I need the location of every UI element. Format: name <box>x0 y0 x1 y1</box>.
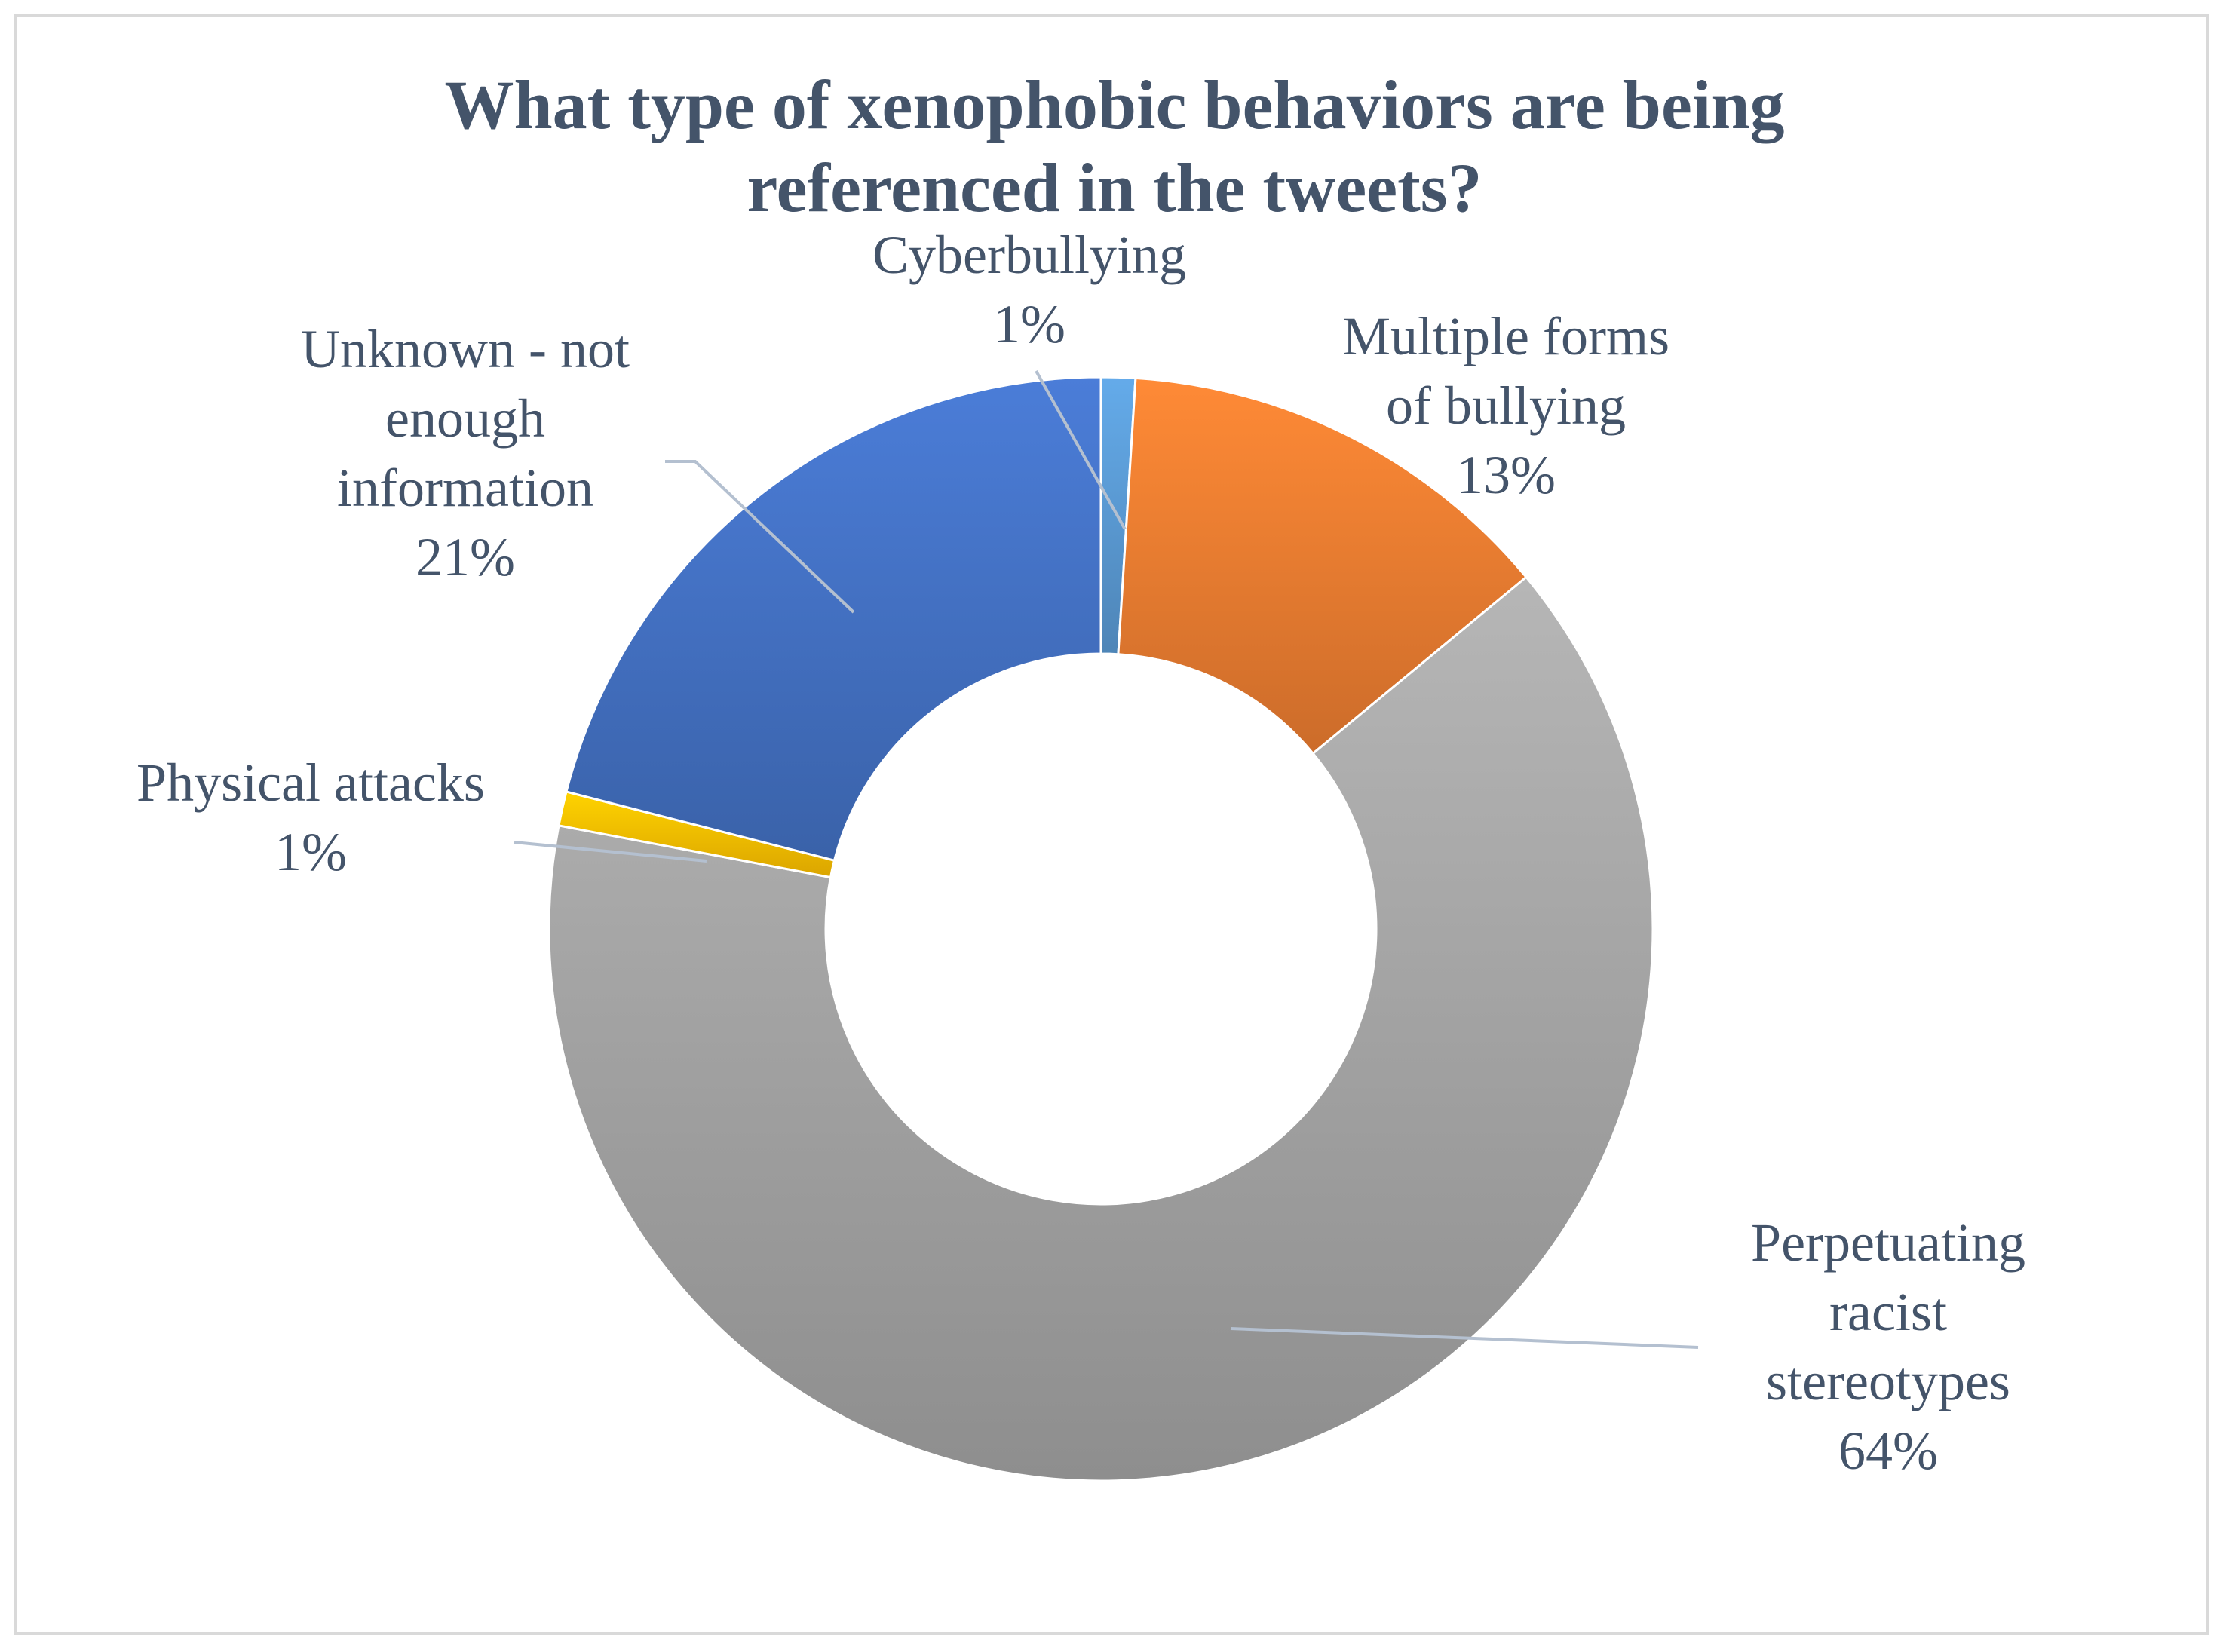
slice-category-label: of bullying <box>1386 375 1626 436</box>
slice-category-label: Cyberbullying <box>872 225 1186 285</box>
data-labels: Cyberbullying 1% Multiple forms of bullying… <box>136 225 2025 1481</box>
leader-line <box>1230 1327 1699 1349</box>
slice-category-label: information <box>337 458 593 518</box>
chart-frame: What type of xenophobic behaviors are be… <box>14 14 2209 1635</box>
chart-title-line-1: What type of xenophobic behaviors are be… <box>444 66 1784 143</box>
doughnut-chart: What type of xenophobic behaviors are be… <box>136 66 2025 1482</box>
leader-line <box>1035 370 1127 530</box>
slice-percent-label: 1% <box>993 294 1065 354</box>
slice-category-label: Unknown - not <box>301 319 630 379</box>
slice-percent-label: 13% <box>1456 445 1556 505</box>
leader-lines <box>514 370 1699 1349</box>
chart-title-line-2: referenced in the tweets? <box>747 149 1482 226</box>
slice-category-label: Multiple forms <box>1342 306 1670 366</box>
leader-line <box>514 841 707 863</box>
slice-category-label: racist <box>1829 1282 1947 1342</box>
slice-unknown-not-enough-information <box>565 375 1102 863</box>
slice-perpetuating-racist-stereotypes <box>547 575 1654 1482</box>
slice-category-label: enough <box>385 388 545 449</box>
slice-category-label: Perpetuating <box>1751 1212 2025 1273</box>
slice-percent-label: 64% <box>1838 1421 1938 1481</box>
slices-group <box>547 375 1654 1482</box>
slice-multiple-forms-of-bullying <box>1117 376 1528 756</box>
slice-category-label: Physical attacks <box>136 752 485 813</box>
slice-category-label: stereotypes <box>1766 1351 2010 1411</box>
slice-percent-label: 1% <box>274 822 347 882</box>
leader-line <box>665 460 855 614</box>
slice-percent-label: 21% <box>415 527 515 587</box>
